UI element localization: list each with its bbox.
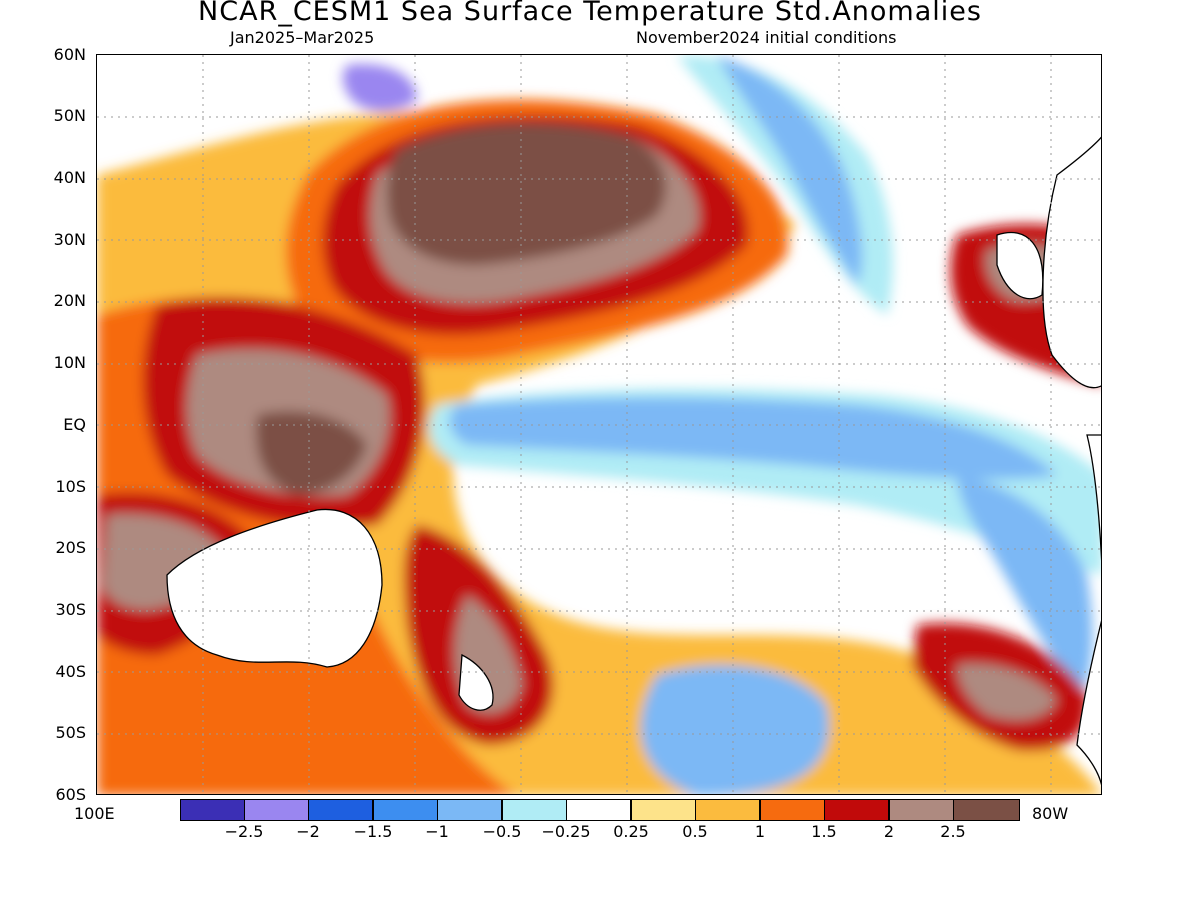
colorbar-swatch — [566, 799, 631, 821]
lat-label: 20S — [55, 538, 86, 557]
lat-label: 40S — [55, 662, 86, 681]
anomaly-fill — [97, 55, 1101, 794]
initial-conditions: November2024 initial conditions — [636, 28, 897, 47]
colorbar-swatch — [824, 799, 889, 821]
colorbar-swatch — [437, 799, 502, 821]
lat-label: 30N — [53, 230, 86, 249]
colorbar-label: 1.5 — [811, 822, 837, 841]
lon-label-left: 100E — [74, 804, 115, 823]
page-title: NCAR_CESM1 Sea Surface Temperature Std.A… — [198, 0, 982, 27]
colorbar-label: 1 — [754, 822, 766, 841]
lat-label: 60N — [53, 45, 86, 64]
colorbar-swatch — [889, 799, 954, 821]
graticule — [97, 55, 1101, 794]
colorbar-label: −1 — [425, 822, 449, 841]
lon-label-right: 80W — [1032, 804, 1069, 823]
colorbar-label: 0.5 — [682, 822, 708, 841]
lat-label: 10S — [55, 477, 86, 496]
colorbar-swatch — [695, 799, 760, 821]
colorbar-swatch — [308, 799, 373, 821]
lat-label: EQ — [63, 415, 86, 434]
colorbar-swatch — [244, 799, 309, 821]
colorbar-swatch — [502, 799, 567, 821]
lat-label: 10N — [53, 353, 86, 372]
colorbar-label: −2.5 — [224, 822, 264, 841]
forecast-period: Jan2025–Mar2025 — [230, 28, 375, 47]
colorbar-swatch — [631, 799, 696, 821]
lat-label: 60S — [55, 785, 86, 804]
colorbar — [180, 799, 1020, 821]
colorbar-label: 2 — [883, 822, 895, 841]
lat-label: 50S — [55, 723, 86, 742]
colorbar-swatch — [953, 799, 1020, 821]
lat-label: 20N — [53, 291, 86, 310]
colorbar-label: −0.5 — [482, 822, 522, 841]
colorbar-label: −0.25 — [541, 822, 591, 841]
colorbar-label: 0.25 — [613, 822, 649, 841]
colorbar-swatch — [373, 799, 438, 821]
colorbar-label: 2.5 — [940, 822, 966, 841]
colorbar-label: −1.5 — [353, 822, 393, 841]
lat-label: 40N — [53, 168, 86, 187]
lat-label: 30S — [55, 600, 86, 619]
colorbar-swatch — [760, 799, 825, 821]
colorbar-label: −2 — [296, 822, 320, 841]
sst-anomaly-map — [96, 54, 1102, 795]
colorbar-swatch — [180, 799, 245, 821]
lat-label: 50N — [53, 106, 86, 125]
